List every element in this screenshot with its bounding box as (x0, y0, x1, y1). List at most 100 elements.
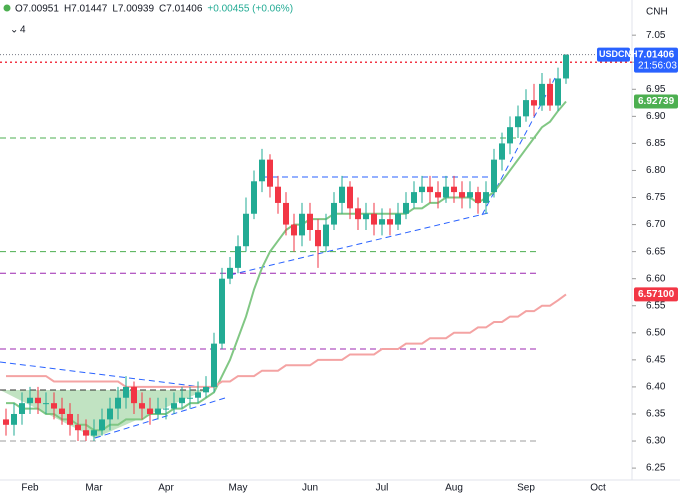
candle-body (371, 213, 377, 225)
y-tick-label: 6.30 (646, 436, 666, 447)
y-tick-label: 6.80 (646, 165, 666, 176)
candle-body (219, 278, 225, 344)
y-tick-label: 6.25 (646, 463, 666, 474)
status-dot (3, 4, 11, 12)
x-tick-label: Aug (445, 483, 463, 494)
candle-body (563, 54, 569, 79)
price-tag-label: 7.01406 (638, 49, 675, 60)
candle-body (339, 186, 345, 203)
candle-body (27, 397, 33, 404)
candle-body (259, 159, 265, 182)
x-tick-label: Jun (302, 483, 318, 494)
candle-body (459, 192, 465, 198)
y-tick-label: 6.90 (646, 111, 666, 122)
candle-body (67, 413, 73, 425)
candle-body (427, 186, 433, 193)
candle-body (139, 403, 145, 409)
candle-body (515, 116, 521, 128)
candle-body (363, 213, 369, 220)
candle-body (131, 386, 137, 404)
candle-body (43, 403, 49, 405)
candle-body (123, 386, 129, 398)
x-tick-label: May (229, 483, 248, 494)
candle-body (411, 192, 417, 203)
candle-body (211, 343, 217, 387)
x-tick-label: Mar (85, 483, 103, 494)
ohlc-value: H7.01447 (64, 4, 108, 15)
candle-body (419, 186, 425, 193)
trendline (229, 212, 489, 276)
candle-body (115, 397, 121, 409)
indicators-toggle[interactable]: ⌄ (10, 25, 18, 36)
candle-body (107, 408, 113, 420)
trendline (0, 361, 211, 389)
price-tag (634, 287, 678, 302)
candle-body (179, 397, 185, 404)
candle-body (379, 219, 385, 225)
candle-body (315, 229, 321, 247)
candle-body (283, 202, 289, 225)
candle-body (403, 202, 409, 214)
candle-body (99, 419, 105, 431)
candle-body (435, 192, 441, 198)
y-tick-label: 6.85 (646, 138, 666, 149)
y-tick-label: 6.55 (646, 300, 666, 311)
candle-body (323, 224, 329, 247)
candle-body (387, 219, 393, 225)
candle-body (499, 143, 505, 160)
candle-body (507, 127, 513, 144)
candle-body (467, 192, 473, 198)
candle-body (483, 192, 489, 203)
candle-body (355, 208, 361, 220)
candle-body (163, 408, 169, 410)
candle-body (555, 78, 561, 106)
candle-body (547, 83, 553, 106)
candle-body (491, 159, 497, 193)
y-tick-label: 6.75 (646, 192, 666, 203)
candle-body (251, 181, 257, 214)
y-tick-label: 6.40 (646, 382, 666, 393)
ohlc-value: L7.00939 (112, 4, 154, 15)
candle-body (395, 213, 401, 225)
x-tick-label: Oct (590, 483, 606, 494)
candle-body (91, 430, 97, 436)
x-tick-label: Apr (158, 483, 174, 494)
y-tick-label: 6.60 (646, 273, 666, 284)
candle-body (531, 100, 537, 106)
symbol-tag-label: USDCNH (599, 49, 638, 59)
candle-body (203, 386, 209, 393)
candle-body (443, 186, 449, 198)
legend-bg (0, 2, 300, 16)
candle-body (267, 159, 273, 187)
y-tick-label: 6.70 (646, 219, 666, 230)
candle-body (275, 186, 281, 203)
y-tick-label: 6.35 (646, 409, 666, 420)
ohlc-value: C7.01406 (159, 4, 203, 15)
candle-body (235, 246, 241, 268)
price-tag-label: 6.92739 (638, 96, 675, 107)
price-tag-label: 6.57100 (638, 289, 675, 300)
candle-body (331, 202, 337, 225)
candle-body (347, 186, 353, 209)
y-tick-label: 7.05 (646, 30, 666, 41)
y-tick-label: 6.50 (646, 327, 666, 338)
currency-label[interactable]: CNH (646, 7, 668, 18)
candle-body (539, 83, 545, 106)
candle-body (187, 397, 193, 399)
indicators-count[interactable]: 4 (20, 25, 26, 36)
pattern-shade (0, 390, 206, 438)
y-tick-label: 6.65 (646, 246, 666, 257)
candle-body (11, 413, 17, 425)
trendline (94, 397, 226, 439)
candle-body (3, 419, 9, 425)
symbol-tag (597, 47, 630, 62)
candle-body (227, 267, 233, 279)
candle-body (171, 403, 177, 409)
price-tag-time: 21:56:03 (638, 60, 677, 71)
candle-body (147, 408, 153, 414)
x-tick-label: Sep (517, 483, 535, 494)
price-tag (634, 94, 678, 109)
candle-body (35, 397, 41, 404)
x-tick-label: Feb (21, 483, 39, 494)
